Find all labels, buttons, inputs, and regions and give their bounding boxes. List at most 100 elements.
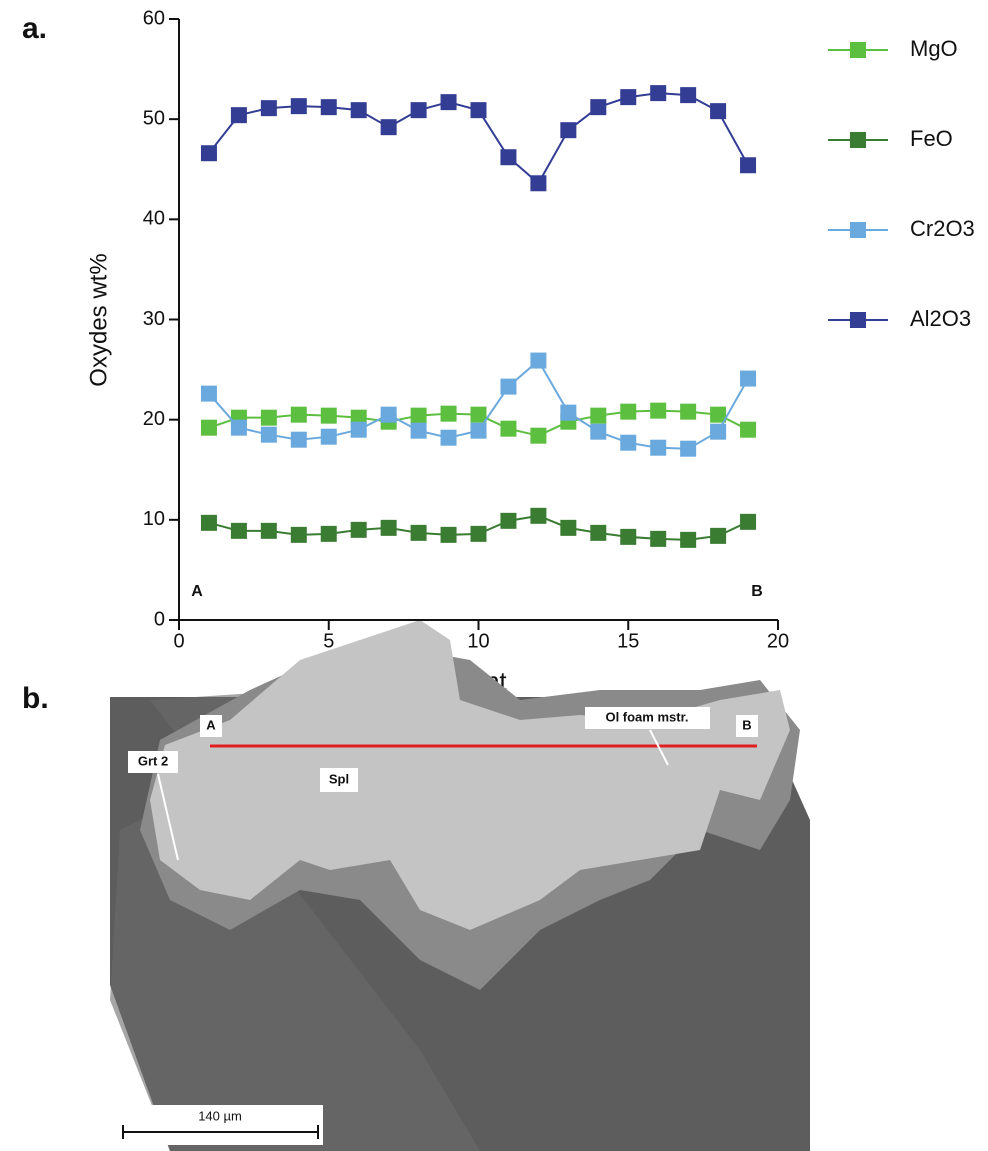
marker: [410, 524, 427, 541]
marker: [320, 428, 337, 445]
marker: [290, 98, 307, 115]
marker: [470, 422, 487, 439]
image-label: Spl: [329, 771, 349, 786]
marker: [320, 525, 337, 542]
marker: [740, 513, 757, 530]
marker: [620, 528, 637, 545]
label-box: [736, 715, 758, 737]
legend-label: Cr2O3: [910, 216, 975, 241]
marker: [500, 149, 517, 166]
x-tick-label: 0: [173, 630, 184, 652]
marker: [650, 439, 667, 456]
legend-label: MgO: [910, 36, 958, 61]
y-tick-label: 10: [143, 508, 165, 530]
pointer: [157, 773, 179, 861]
y-axis-label: Oxydes wt%: [85, 253, 112, 386]
marker: [530, 507, 547, 524]
marker: [290, 406, 307, 423]
marker: [530, 352, 547, 369]
y-tick-label: 20: [143, 408, 165, 430]
marker: [650, 530, 667, 547]
marker: [560, 122, 577, 139]
y-tick-label: 30: [143, 308, 165, 330]
marker: [200, 514, 217, 531]
marker: [500, 378, 517, 395]
legend-marker: [850, 222, 866, 238]
marker: [560, 519, 577, 536]
marker: [680, 440, 697, 457]
annotation: A: [191, 583, 203, 600]
marker: [710, 423, 727, 440]
image-label: Ol foam mstr.: [605, 709, 688, 724]
marker: [380, 519, 397, 536]
pointer: [649, 729, 669, 766]
legend-marker: [850, 42, 866, 58]
marker: [290, 431, 307, 448]
marker: [680, 87, 697, 104]
marker: [530, 175, 547, 192]
marker: [200, 419, 217, 436]
x-tick-label: 10: [467, 630, 489, 652]
marker: [590, 99, 607, 116]
marker: [560, 404, 577, 421]
y-tick-label: 50: [143, 107, 165, 129]
x-tick-label: 20: [767, 630, 789, 652]
marker: [410, 102, 427, 119]
legend-marker: [850, 132, 866, 148]
spinel-grain: [150, 620, 790, 930]
label-box: [585, 707, 710, 729]
legend-marker: [850, 312, 866, 328]
label-box: [320, 768, 358, 792]
marker: [500, 512, 517, 529]
marker: [620, 89, 637, 106]
marker: [200, 145, 217, 162]
marker: [440, 429, 457, 446]
marker: [680, 403, 697, 420]
marker: [440, 405, 457, 422]
marker: [350, 102, 367, 119]
marker: [500, 420, 517, 437]
marker: [710, 103, 727, 120]
marker: [380, 119, 397, 136]
marker: [230, 419, 247, 436]
annotation: B: [751, 583, 763, 600]
scale-label: 140 µm: [198, 1108, 242, 1123]
marker: [530, 427, 547, 444]
marker: [260, 522, 277, 539]
legend-label: FeO: [910, 126, 953, 151]
marker: [260, 100, 277, 117]
marker: [260, 409, 277, 426]
marker: [380, 406, 397, 423]
marker: [620, 403, 637, 420]
y-tick-label: 40: [143, 208, 165, 230]
label-box: [200, 715, 222, 737]
marker: [620, 434, 637, 451]
scale-box: [113, 1105, 323, 1145]
label-box: [128, 751, 178, 773]
marker: [350, 409, 367, 426]
image-label: Grt 2: [138, 753, 168, 768]
marker: [740, 157, 757, 174]
x-tick-label: 15: [617, 630, 639, 652]
marker: [740, 421, 757, 438]
marker: [470, 525, 487, 542]
panel-label: b.: [22, 682, 49, 715]
image-label: B: [742, 717, 751, 732]
marker: [350, 421, 367, 438]
marker: [440, 94, 457, 111]
marker: [410, 422, 427, 439]
marker: [200, 385, 217, 402]
bse-image: Ol foam mstr. Grt 2 Spl A B 140 µm: [110, 620, 810, 1151]
panel-label: a.: [22, 12, 47, 45]
marker: [680, 531, 697, 548]
marker: [470, 406, 487, 423]
marker: [410, 407, 427, 424]
marker: [710, 527, 727, 544]
marker: [230, 522, 247, 539]
x-tick-label: 5: [323, 630, 334, 652]
legend-label: Al2O3: [910, 306, 971, 331]
marker: [290, 526, 307, 543]
marker: [590, 524, 607, 541]
y-tick-label: 0: [154, 608, 165, 630]
